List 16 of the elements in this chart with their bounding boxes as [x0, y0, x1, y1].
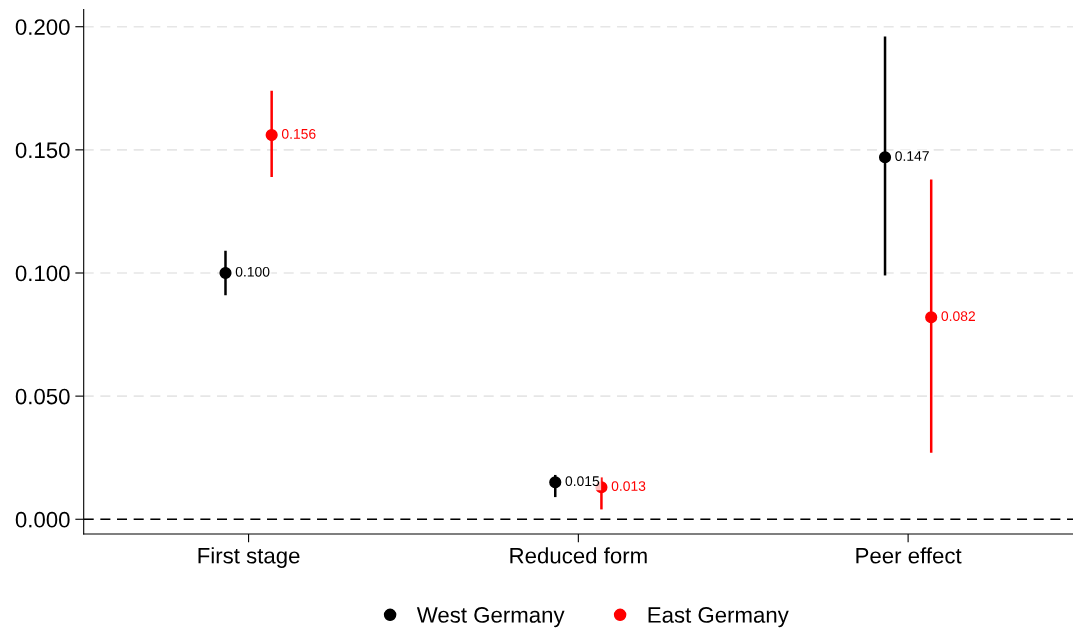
x-tick-label: Peer effect	[856, 547, 962, 564]
x-tick-label: Reduced form	[510, 547, 647, 564]
y-tick-label: 0.050	[15, 388, 70, 405]
data-label: 0.015	[565, 476, 600, 487]
data-label: 0.100	[235, 266, 270, 277]
legend-label: West Germany	[416, 607, 565, 628]
data-label: 0.156	[281, 128, 316, 139]
x-tick-label: First stage	[198, 547, 300, 568]
y-tick-label: 0.000	[15, 511, 70, 528]
y-tick-label: 0.200	[15, 19, 70, 35]
data-label: 0.082	[941, 311, 975, 322]
legend-label: East Germany	[648, 607, 789, 628]
data-label: 0.147	[895, 151, 929, 161]
y-tick-label: 0.100	[15, 265, 70, 282]
data-label: 0.013	[611, 481, 646, 491]
y-tick-label: 0.150	[15, 142, 70, 159]
